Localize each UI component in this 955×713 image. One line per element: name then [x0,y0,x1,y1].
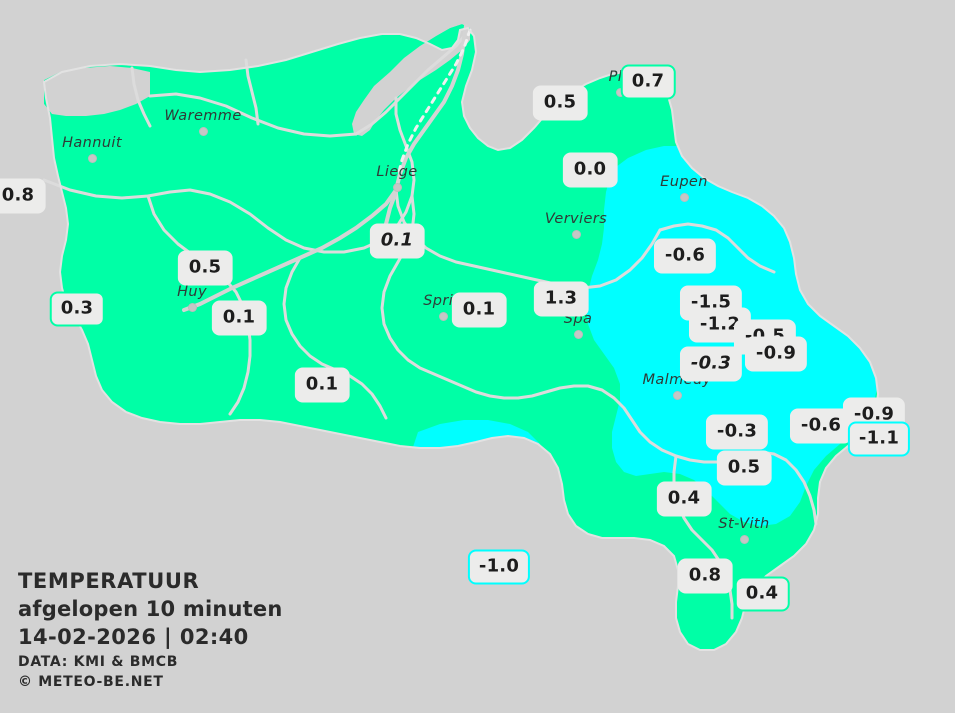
temperature-reading: -1.1 [847,421,911,457]
map-caption: TEMPERATUUR afgelopen 10 minuten 14-02-2… [18,568,283,692]
temperature-reading: -0.3 [679,346,743,382]
temperature-reading: -0.6 [653,238,717,274]
temperature-reading: -1.0 [467,549,531,585]
temperature-reading: 0.0 [562,152,618,188]
map-outline [42,26,880,651]
temperature-reading: -0.3 [705,414,769,450]
temperature-reading: 0.8 [677,558,733,594]
temperature-reading: -0.6 [789,408,853,444]
temperature-reading: 0.1 [211,300,267,336]
temperature-reading: 0.1 [294,367,350,403]
caption-datetime: 14-02-2026 | 02:40 [18,625,249,650]
temperature-reading: 0.1 [451,292,507,328]
caption-subtitle: afgelopen 10 minuten [18,596,283,621]
temperature-reading: 0.8 [0,178,46,214]
temperature-reading: 0.7 [620,64,676,100]
temperature-reading: 0.5 [177,250,233,286]
temperature-reading: 0.4 [656,481,712,517]
temperature-reading: 1.3 [533,281,589,317]
temperature-reading: -0.9 [744,336,808,372]
temperature-reading: 0.1 [369,223,425,259]
temperature-reading: 0.5 [532,85,588,121]
caption-title: TEMPERATUUR [18,569,200,593]
temperature-reading: 0.3 [49,291,105,327]
temperature-reading: 0.5 [716,450,772,486]
caption-copyright: © METEO-BE.NET [18,673,164,690]
map-frontier-dotted [396,28,472,178]
temperature-reading: 0.4 [734,576,790,612]
caption-source: DATA: KMI & BMCB [18,653,179,670]
